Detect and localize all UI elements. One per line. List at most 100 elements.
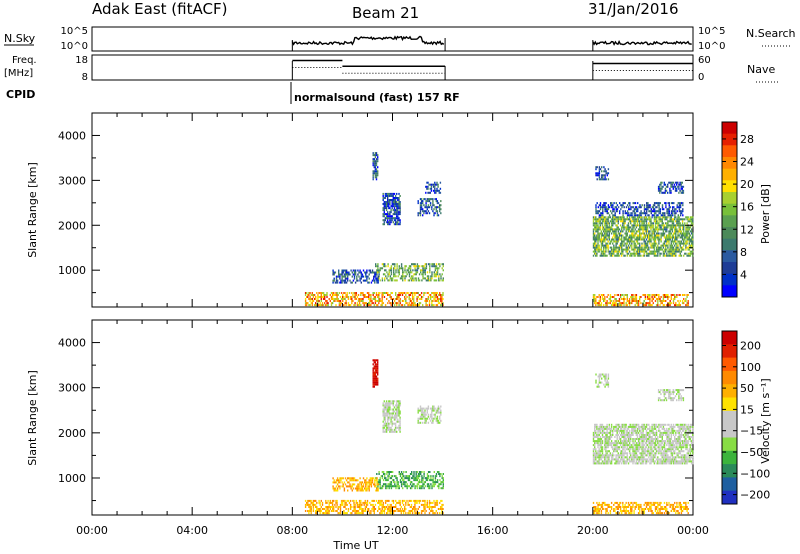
range-cell [385,195,388,197]
range-cell [654,456,657,459]
range-cell [418,304,421,307]
range-cell [676,236,678,239]
range-cell [635,431,638,434]
range-cell [592,298,595,300]
range-cell [618,234,621,237]
range-cell [411,298,414,300]
range-cell [674,212,676,215]
range-cell [391,263,394,266]
range-cell [425,185,427,188]
range-cell [598,244,600,247]
range-cell [665,296,667,298]
range-cell [603,304,605,307]
range-cell [677,232,679,235]
range-cell [605,172,607,175]
range-cell [440,296,442,298]
range-cell [425,265,428,268]
range-cell [632,216,634,219]
range-cell [356,304,359,307]
range-cell [437,407,440,410]
range-cell [630,214,632,217]
range-cell [635,438,638,440]
range-cell [622,458,624,461]
range-cell [385,400,388,403]
range-cell [420,411,423,414]
range-cell [637,214,639,217]
range-cell [309,300,311,302]
range-cell [397,420,399,423]
range-cell [350,281,352,284]
power-ylabel: Slant Range [km] [26,162,39,258]
range-cell [641,444,643,447]
range-cell [393,217,396,220]
range-cell [403,271,405,274]
range-cell [320,292,322,294]
range-cell [645,250,648,253]
range-cell [399,418,401,421]
range-cell [650,460,652,463]
range-cell [677,304,679,307]
range-cell [406,296,408,298]
range-cell [433,294,435,296]
range-cell [656,210,658,213]
range-cell [404,277,406,280]
range-cell [618,423,621,426]
range-cell [658,296,660,298]
range-cell [606,462,608,465]
range-cell [409,294,412,296]
range-cell [598,172,601,175]
range-cell [613,300,615,302]
range-cell [409,300,412,302]
range-cell [646,218,649,221]
range-cell [601,456,604,459]
range-cell [617,427,619,430]
range-cell [605,446,607,449]
range-cell [415,479,417,482]
range-cell [389,296,391,298]
range-cell [348,477,350,480]
range-cell [632,240,634,243]
range-cell [601,242,604,245]
range-cell [389,213,391,216]
range-cell [633,230,635,233]
range-cell [653,208,656,211]
range-cell [646,234,649,237]
range-cell [595,431,597,434]
range-cell [617,228,619,231]
range-cell [433,275,435,278]
range-cell [608,230,610,233]
range-cell [442,477,444,480]
range-cell [598,226,600,229]
range-cell [603,218,605,221]
range-cell [431,271,433,274]
range-cell [366,489,368,492]
range-cell [662,252,665,255]
range-cell [402,277,404,280]
range-cell [648,238,650,241]
range-cell [385,213,388,216]
range-cell [420,413,423,416]
range-cell [664,187,667,190]
range-cell [372,152,374,155]
range-cell [631,240,633,243]
range-cell [379,269,381,272]
range-cell [616,450,618,453]
range-cell [638,206,640,209]
range-cell [646,460,649,463]
range-cell [640,296,642,298]
range-cell [636,448,639,451]
range-cell [646,296,649,298]
range-cell [665,202,667,205]
range-cell [681,234,684,237]
range-cell [387,201,389,203]
nave-tick-top: 60 [698,55,711,66]
range-cell [438,191,440,194]
range-cell [635,423,638,426]
range-cell [619,460,622,463]
range-cell [622,252,624,255]
range-cell [622,440,624,443]
range-cell [311,294,313,296]
range-cell [624,436,626,438]
range-cell [671,224,674,227]
range-cell [621,294,623,296]
